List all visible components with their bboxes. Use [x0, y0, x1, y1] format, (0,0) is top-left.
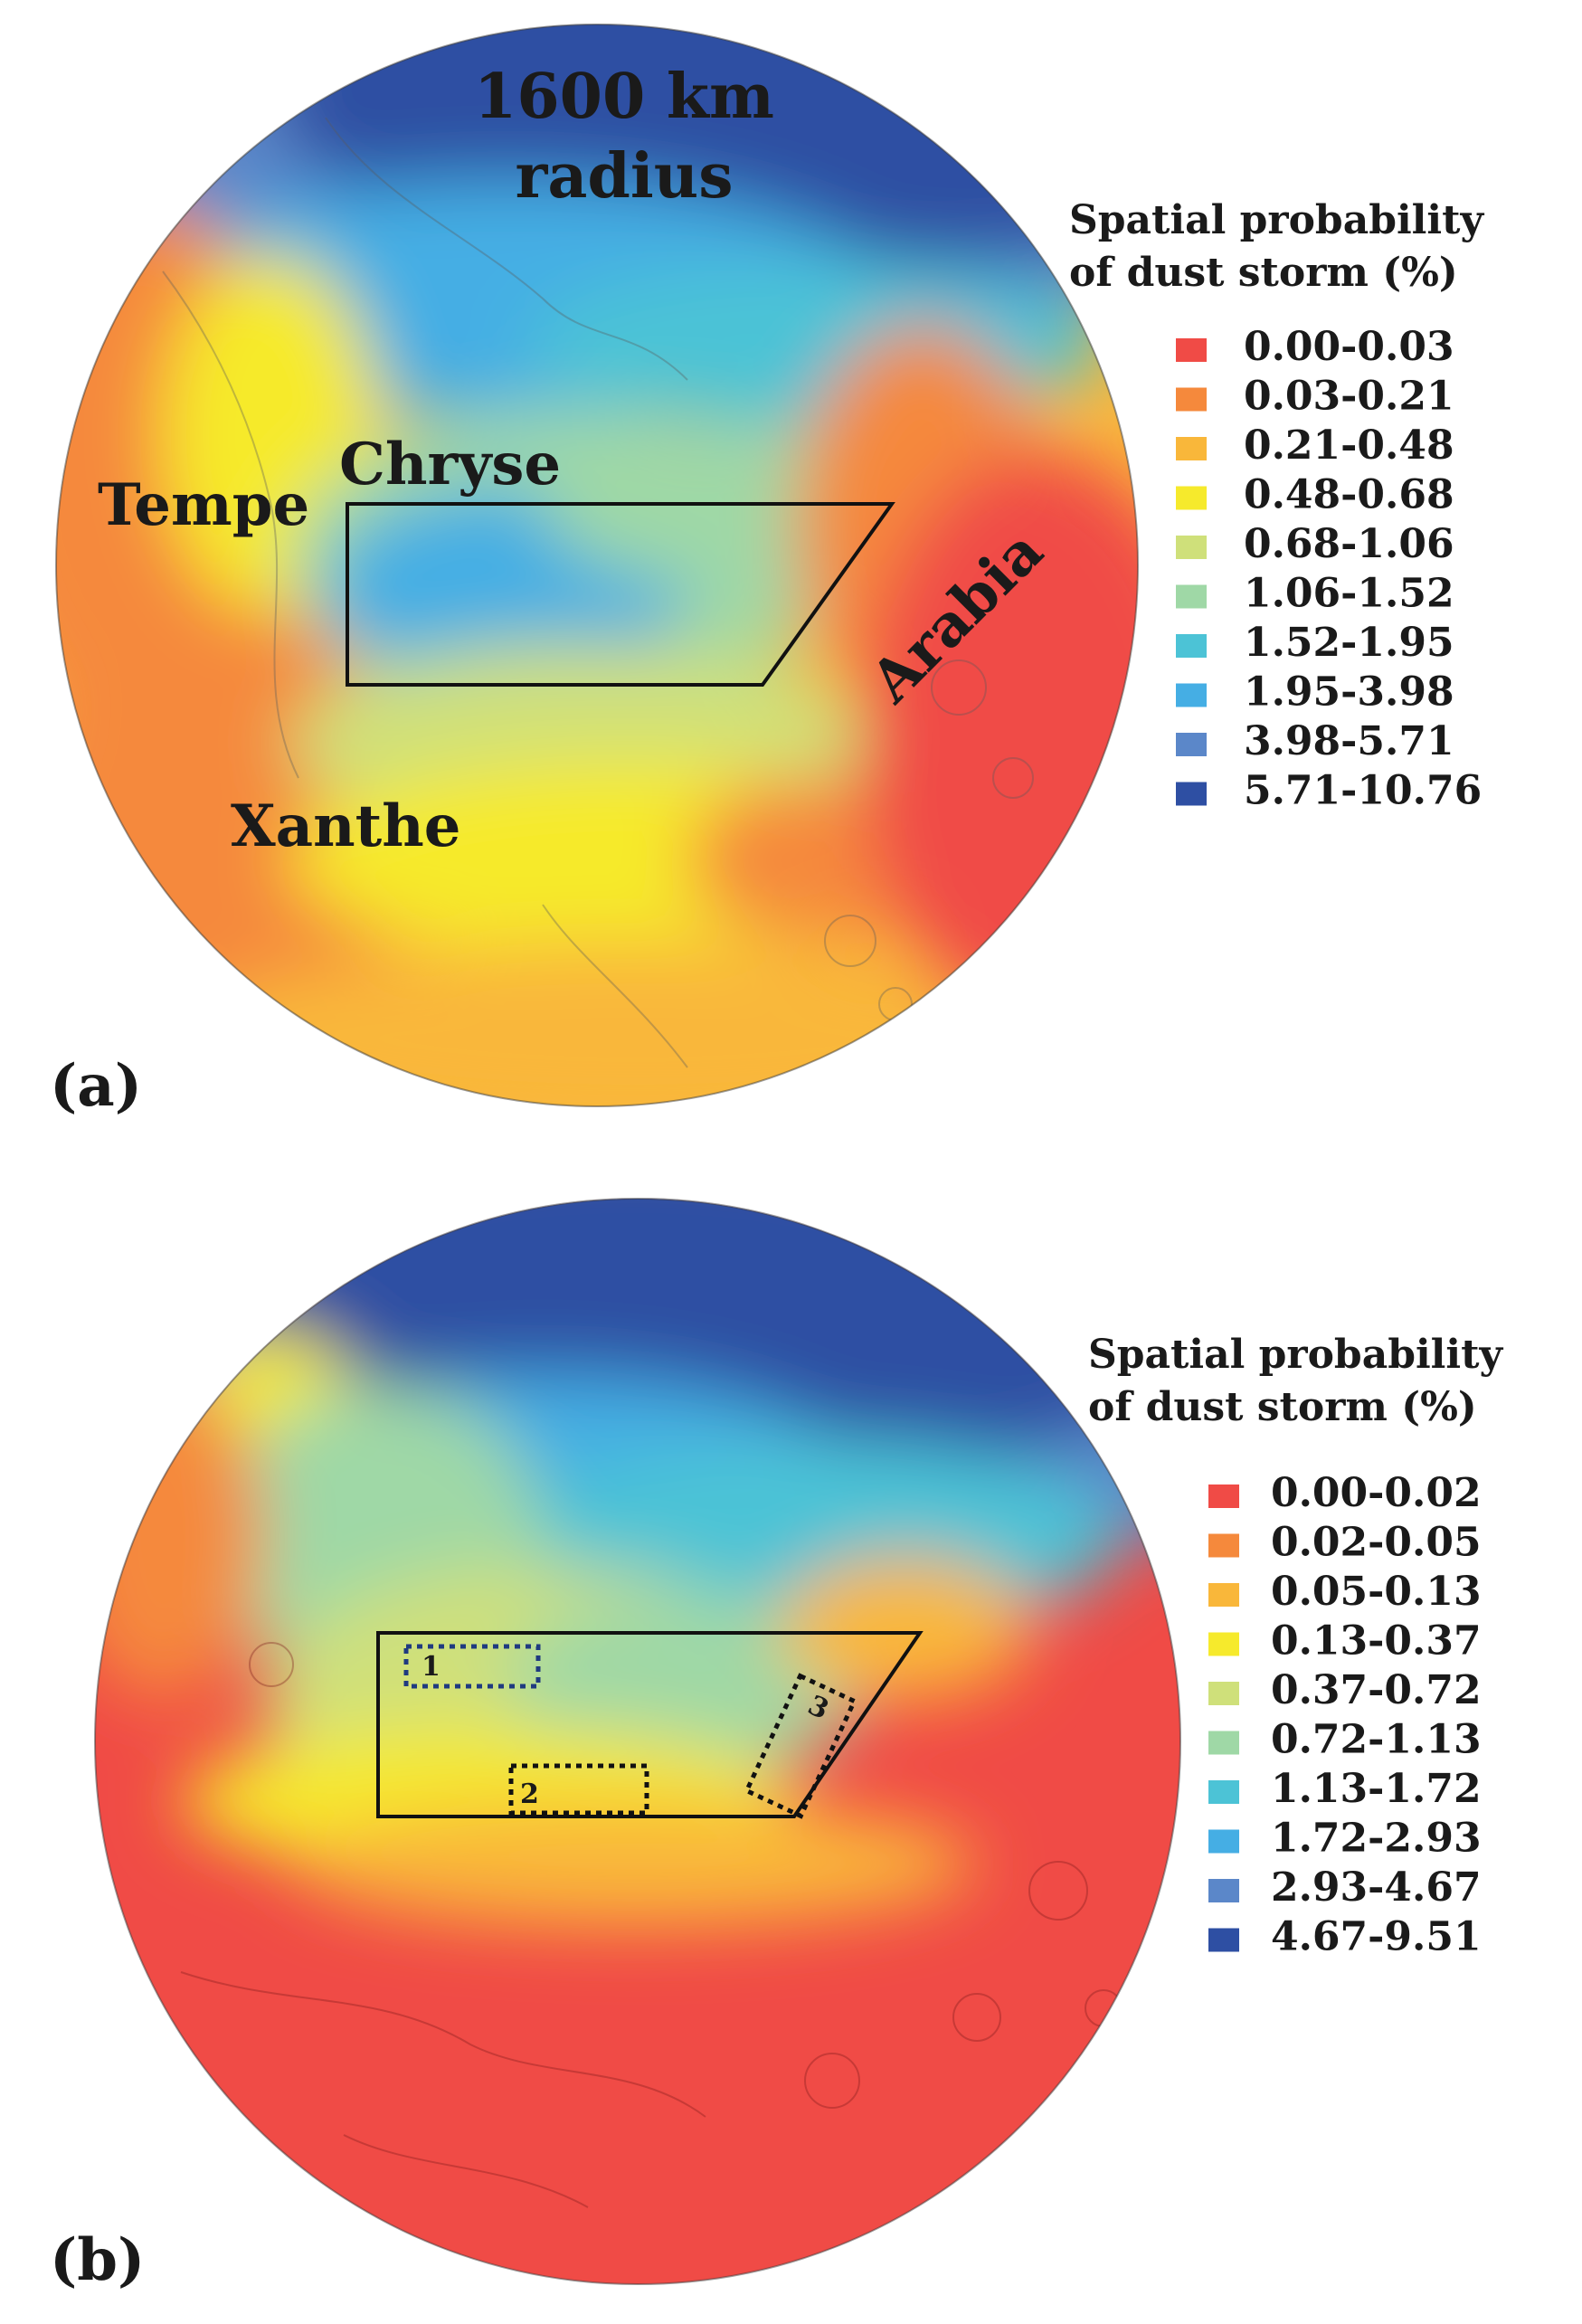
legend-label: 1.52-1.95 — [1244, 620, 1454, 666]
legend-title-b-2: of dust storm (%) — [1088, 1384, 1477, 1430]
legend-item: 1.95-3.98 — [1176, 669, 1454, 716]
legend-label: 3.98-5.71 — [1244, 718, 1454, 764]
legend-label: 0.00-0.03 — [1244, 324, 1454, 370]
legend-item: 0.37-0.72 — [1208, 1667, 1482, 1713]
legend-item: 2.93-4.67 — [1208, 1864, 1482, 1911]
svg-text:2: 2 — [520, 1779, 539, 1810]
legend-swatch — [1208, 1583, 1239, 1607]
legend-swatch — [1208, 1780, 1239, 1804]
legend-item: 0.21-0.48 — [1176, 422, 1454, 469]
legend-label: 0.05-0.13 — [1271, 1569, 1482, 1615]
probability-field-b — [95, 1199, 1180, 2284]
legend-label: 1.72-2.93 — [1271, 1816, 1482, 1862]
legend-swatch — [1176, 584, 1207, 609]
map-panel-b: 1 2 3 — [94, 1198, 1181, 2285]
legend-swatch — [1176, 486, 1207, 510]
legend-item: 0.68-1.06 — [1176, 521, 1454, 567]
legend-swatch — [1176, 536, 1207, 559]
legend-swatch — [1208, 1928, 1239, 1952]
legend-item: 3.98-5.71 — [1176, 718, 1454, 764]
legend-item: 1.06-1.52 — [1176, 571, 1454, 617]
legend-swatch — [1208, 1731, 1239, 1755]
legend-item: 0.00-0.03 — [1176, 324, 1454, 370]
legend-swatch — [1176, 733, 1207, 756]
legend-label: 0.21-0.48 — [1244, 422, 1454, 469]
legend-swatch — [1208, 1632, 1239, 1656]
legend-item: 0.03-0.21 — [1176, 374, 1454, 420]
panel-label-b: (b) — [50, 2226, 145, 2294]
legend-swatch — [1176, 782, 1207, 806]
svg-text:1: 1 — [422, 1651, 440, 1683]
legend-swatch — [1208, 1485, 1239, 1508]
legend-swatch — [1176, 387, 1207, 412]
legend-label: 1.95-3.98 — [1244, 669, 1454, 716]
legend-item: 0.72-1.13 — [1208, 1717, 1482, 1763]
legend-label: 0.13-0.37 — [1271, 1618, 1482, 1665]
legend-item: 0.48-0.68 — [1176, 472, 1454, 518]
study-area-polygon-b — [376, 1631, 924, 1818]
legend-swatch — [1176, 683, 1207, 707]
region-label-xanthe: Xanthe — [231, 792, 460, 860]
legend-label: 0.37-0.72 — [1271, 1667, 1482, 1713]
legend-item: 0.05-0.13 — [1208, 1569, 1482, 1615]
legend-title-a-2: of dust storm (%) — [1069, 250, 1458, 296]
legend-swatch — [1208, 1829, 1239, 1854]
legend-a-items: 0.00-0.030.03-0.210.21-0.480.48-0.680.68… — [1176, 324, 1482, 814]
legend-swatch — [1176, 437, 1207, 460]
legend-item: 4.67-9.51 — [1208, 1914, 1482, 1960]
legend-item: 1.13-1.72 — [1208, 1766, 1482, 1812]
legend-label: 0.00-0.02 — [1271, 1470, 1482, 1516]
legend-label: 4.67-9.51 — [1271, 1914, 1482, 1960]
legend-swatch — [1208, 1682, 1239, 1705]
legend-label: 1.06-1.52 — [1244, 571, 1454, 617]
legend-item: 1.52-1.95 — [1176, 620, 1454, 666]
legend-title-a: Spatial probability — [1069, 197, 1484, 243]
map-panel-a: 1600 km radius Tempe Chryse Arabia Xanth… — [55, 24, 1139, 1107]
legend-swatch — [1208, 1533, 1239, 1558]
legend-item: 0.13-0.37 — [1208, 1618, 1482, 1665]
legend-b-items: 0.00-0.020.02-0.050.05-0.130.13-0.370.37… — [1208, 1470, 1482, 1960]
legend-label: 0.02-0.05 — [1271, 1520, 1482, 1566]
sub-area-box-1: 1 — [403, 1644, 541, 1689]
radius-label: 1600 km — [474, 61, 774, 133]
legend-label: 2.93-4.67 — [1271, 1864, 1482, 1911]
legend-swatch — [1208, 1879, 1239, 1902]
legend-label: 0.03-0.21 — [1244, 374, 1454, 420]
region-label-chryse: Chryse — [339, 431, 561, 498]
radius-label-2: radius — [516, 140, 734, 213]
legend-swatch — [1176, 338, 1207, 362]
legend-item: 1.72-2.93 — [1208, 1816, 1482, 1862]
legend-b: Spatial probability of dust storm (%) 0.… — [1088, 1332, 1503, 1960]
legend-label: 5.71-10.76 — [1244, 768, 1482, 814]
region-label-tempe: Tempe — [98, 471, 309, 539]
legend-item: 5.71-10.76 — [1176, 768, 1482, 814]
legend-title-b: Spatial probability — [1088, 1332, 1503, 1378]
legend-label: 0.68-1.06 — [1244, 521, 1454, 567]
legend-label: 1.13-1.72 — [1271, 1766, 1482, 1812]
legend-label: 0.72-1.13 — [1271, 1717, 1482, 1763]
legend-a: Spatial probability of dust storm (%) 0.… — [1069, 197, 1484, 814]
panel-label-a: (a) — [50, 1052, 142, 1120]
legend-item: 0.02-0.05 — [1208, 1520, 1482, 1566]
legend-label: 0.48-0.68 — [1244, 472, 1454, 518]
legend-item: 0.00-0.02 — [1208, 1470, 1482, 1516]
legend-swatch — [1176, 634, 1207, 658]
study-area-polygon-a — [346, 502, 895, 687]
sub-area-box-2: 2 — [508, 1763, 649, 1816]
